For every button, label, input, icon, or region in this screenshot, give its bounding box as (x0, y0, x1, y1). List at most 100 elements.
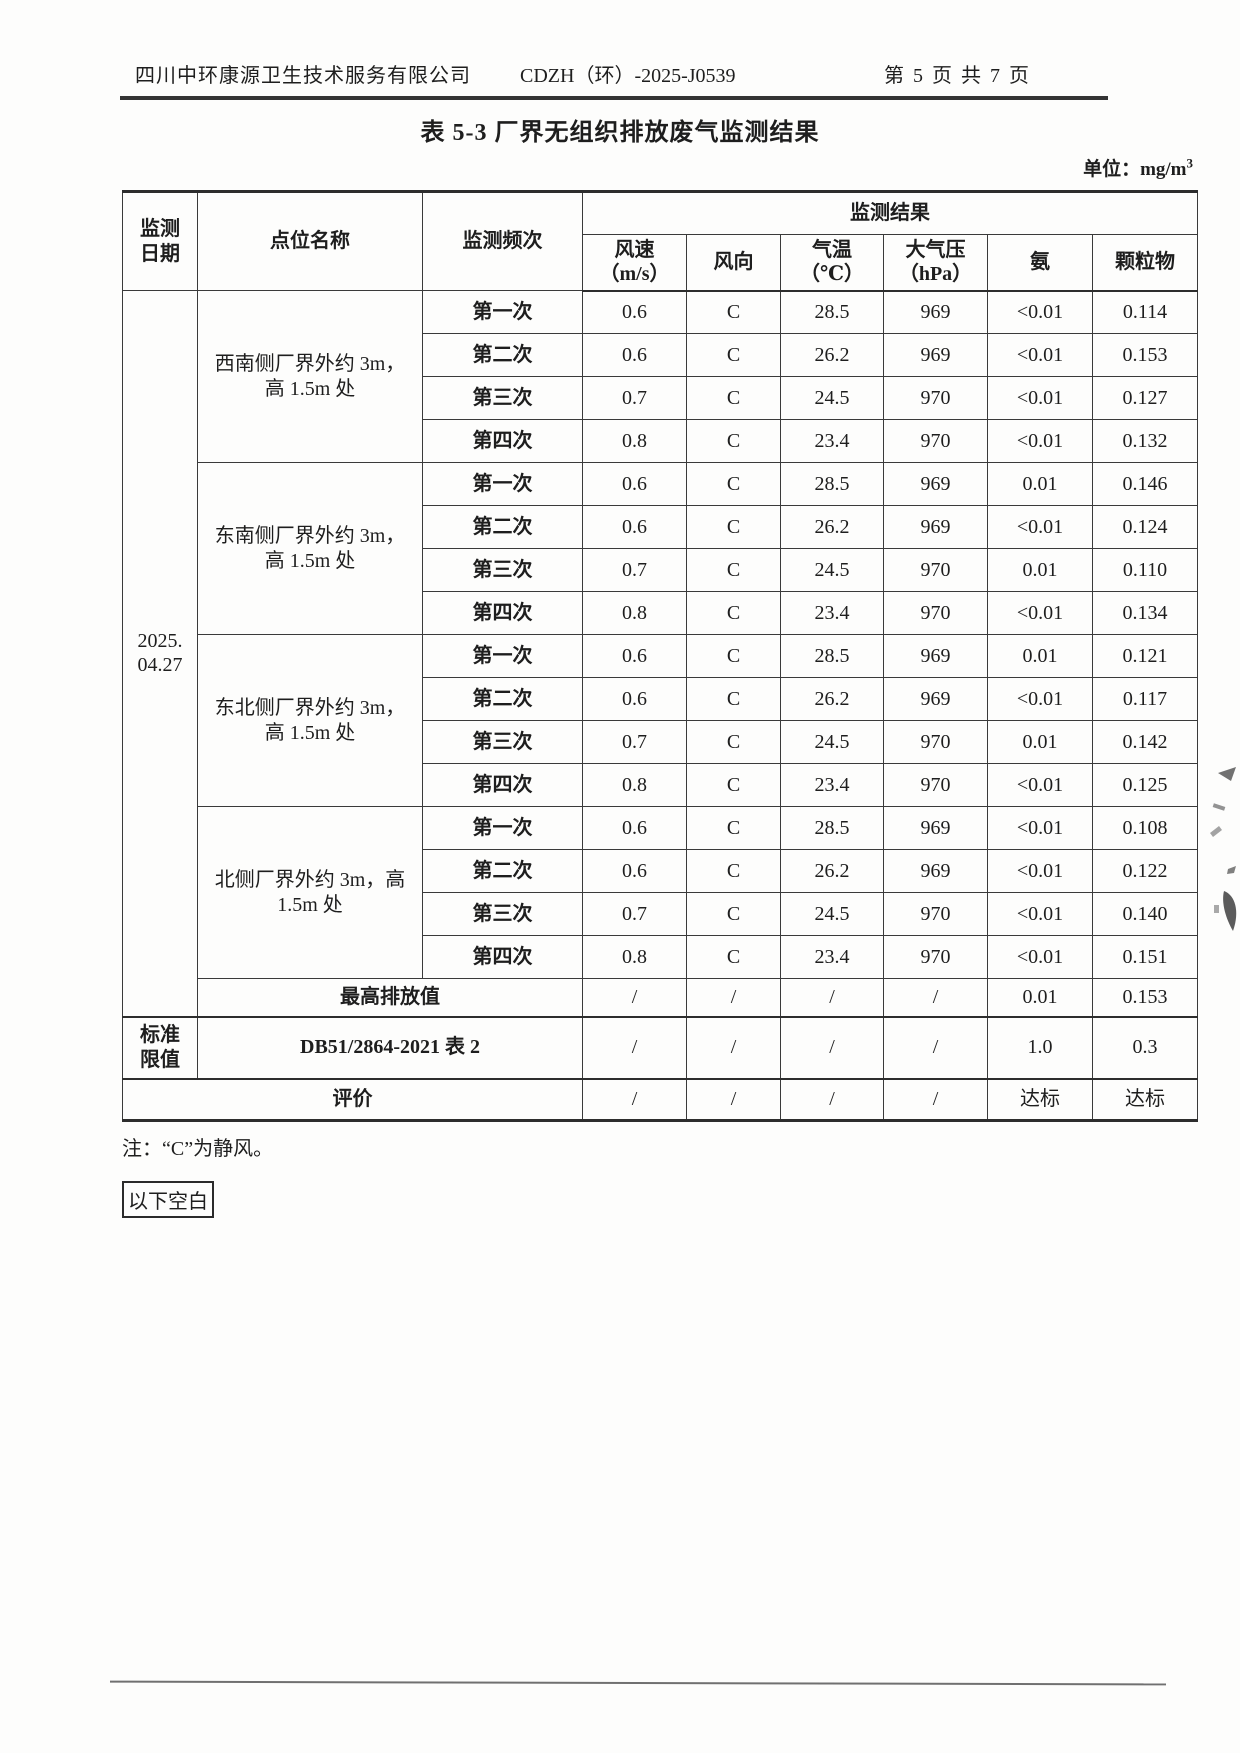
value-cell: <0.01 (987, 376, 1093, 420)
value-cell: <0.01 (987, 763, 1093, 807)
standard-limit-label: 标准 限值 (122, 1015, 198, 1080)
header-point-name: 点位名称 (197, 190, 423, 291)
scan-artifact (1210, 767, 1237, 931)
freq-cell: 第一次 (422, 290, 583, 334)
value-cell: 24.5 (780, 720, 884, 764)
table-row: 第二次 0.6 C 26.2 969 <0.01 0.124 (123, 505, 1199, 549)
value-cell: <0.01 (987, 290, 1093, 334)
value-cell: C (686, 892, 781, 936)
value-cell: 0.01 (987, 634, 1093, 678)
value-cell: 0.7 (582, 720, 687, 764)
value-cell: <0.01 (987, 935, 1093, 979)
freq-cell: 第二次 (422, 849, 583, 893)
value-cell: C (686, 548, 781, 592)
value-cell: 达标 (987, 1078, 1093, 1122)
value-cell: 26.2 (780, 849, 884, 893)
value-cell: 0.153 (1091, 978, 1199, 1017)
freq-cell: 第一次 (422, 806, 583, 850)
freq-cell: 第一次 (422, 462, 583, 506)
header-temperature: 气温 （℃） (780, 234, 884, 292)
value-cell: 969 (883, 505, 988, 549)
value-cell: 0.121 (1091, 634, 1199, 678)
value-cell: 969 (883, 806, 988, 850)
value-cell: 969 (883, 462, 988, 506)
header-report-number: CDZH（环）-2025-J0539 (520, 65, 736, 87)
value-cell: 0.8 (582, 419, 687, 463)
value-cell: 28.5 (780, 634, 884, 678)
value-cell: 0.6 (582, 290, 687, 334)
value-cell: C (686, 419, 781, 463)
point-name-cell: 东南侧厂界外约 3m，高 1.5m 处 (197, 462, 423, 635)
header-pressure: 大气压 （hPa） (883, 234, 988, 292)
table-row: 第四次 0.8 C 23.4 970 <0.01 0.134 (123, 591, 1199, 635)
monitoring-table: 监测 日期 点位名称 监测频次 监测结果 风速 （m/s） 风向 气温 （℃） 大气压… (122, 190, 1199, 1122)
value-cell: 0.132 (1091, 419, 1199, 463)
value-cell: 26.2 (780, 333, 884, 377)
value-cell: C (686, 462, 781, 506)
evaluation-label: 评价 (122, 1078, 583, 1122)
value-cell: 970 (883, 935, 988, 979)
header-ammonia: 氨 (987, 234, 1093, 292)
point-name-cell: 西南侧厂界外约 3m，高 1.5m 处 (197, 290, 423, 463)
value-cell: 0.6 (582, 505, 687, 549)
value-cell: 0.6 (582, 849, 687, 893)
value-cell: 24.5 (780, 892, 884, 936)
value-cell: 970 (883, 720, 988, 764)
freq-cell: 第四次 (422, 419, 583, 463)
standard-name-cell: DB51/2864-2021 表 2 (197, 1015, 583, 1080)
value-cell: 1.0 (987, 1015, 1093, 1080)
blank-below-marker: 以下空白 (122, 1181, 214, 1218)
freq-cell: 第二次 (422, 677, 583, 721)
table-header-row-2: 风速 （m/s） 风向 气温 （℃） 大气压 （hPa） 氨 颗粒物 (123, 234, 1199, 292)
value-cell: C (686, 505, 781, 549)
value-cell: 0.8 (582, 935, 687, 979)
header-particulate: 颗粒物 (1091, 234, 1199, 292)
value-cell: 969 (883, 677, 988, 721)
table-row: 第二次 0.6 C 26.2 969 <0.01 0.117 (123, 677, 1199, 721)
value-cell: / (883, 1078, 988, 1122)
value-cell: 970 (883, 376, 988, 420)
value-cell: C (686, 935, 781, 979)
header-frequency: 监测频次 (422, 190, 583, 291)
value-cell: 24.5 (780, 548, 884, 592)
value-cell: 23.4 (780, 419, 884, 463)
value-cell: C (686, 677, 781, 721)
value-cell: C (686, 333, 781, 377)
value-cell: 28.5 (780, 290, 884, 334)
value-cell: 970 (883, 763, 988, 807)
date-cell: 2025. 04.27 (122, 290, 198, 1017)
value-cell: 970 (883, 591, 988, 635)
table-row: 东南侧厂界外约 3m，高 1.5m 处 第一次 0.6 C 28.5 969 0… (123, 462, 1199, 635)
value-cell: <0.01 (987, 849, 1093, 893)
value-cell: 969 (883, 634, 988, 678)
value-cell: 23.4 (780, 591, 884, 635)
value-cell: 28.5 (780, 806, 884, 850)
value-cell: / (780, 1078, 884, 1122)
value-cell: 0.3 (1091, 1015, 1199, 1080)
value-cell: 970 (883, 419, 988, 463)
value-cell: 0.124 (1091, 505, 1199, 549)
value-cell: 0.7 (582, 548, 687, 592)
value-cell: 0.6 (582, 333, 687, 377)
value-cell: 0.01 (987, 462, 1093, 506)
footer-rule (109, 1680, 1167, 1686)
value-cell: 0.6 (582, 462, 687, 506)
table-row: 北侧厂界外约 3m，高 1.5m 处 第一次 0.6 C 28.5 969 <0.… (123, 806, 1199, 979)
table-title: 表 5-3 厂界无组织排放废气监测结果 (420, 120, 820, 146)
header-result: 监测结果 (581, 190, 1199, 235)
value-cell: C (686, 763, 781, 807)
freq-cell: 第四次 (422, 763, 583, 807)
value-cell: 970 (883, 548, 988, 592)
value-cell: 0.114 (1091, 290, 1199, 334)
value-cell: <0.01 (987, 419, 1093, 463)
value-cell: / (780, 978, 884, 1017)
standard-limit-row: 标准 限值 DB51/2864-2021 表 2 / / / / 1.0 0.3 (122, 1015, 1199, 1080)
freq-cell: 第二次 (422, 505, 583, 549)
value-cell: / (883, 978, 988, 1017)
value-cell: 23.4 (780, 935, 884, 979)
header-company-name: 四川中环康源卫生技术服务有限公司 (135, 65, 471, 87)
value-cell: 0.117 (1091, 677, 1199, 721)
freq-cell: 第三次 (422, 376, 583, 420)
max-emission-label: 最高排放值 (197, 978, 583, 1017)
value-cell: 26.2 (780, 505, 884, 549)
